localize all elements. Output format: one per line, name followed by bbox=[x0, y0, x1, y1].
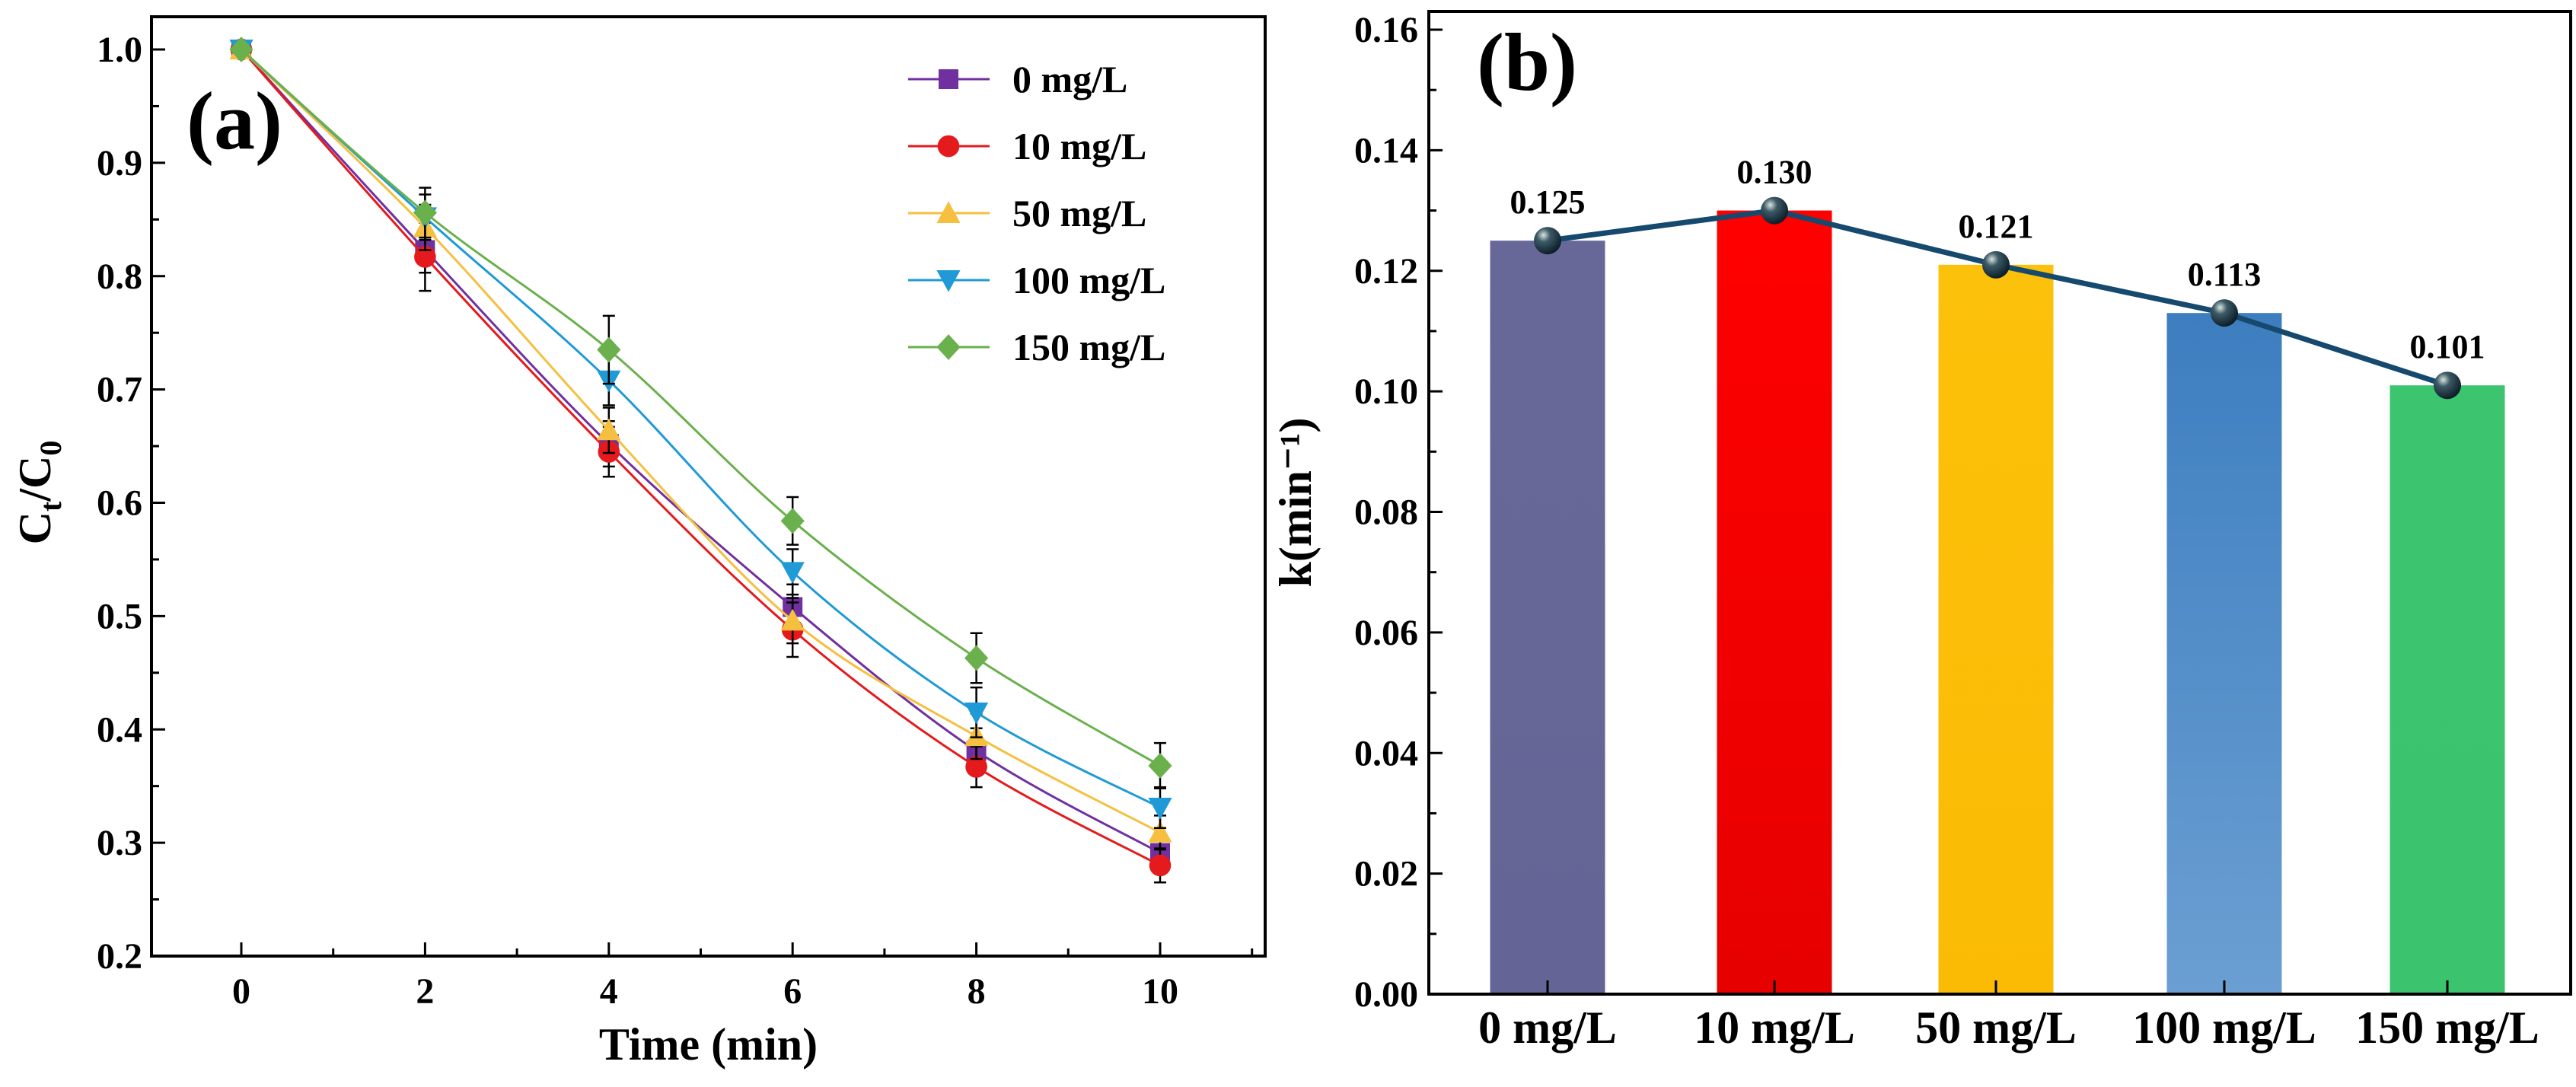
data-label: 0.101 bbox=[2410, 328, 2485, 365]
x-tick-label: 8 bbox=[968, 971, 986, 1012]
triangle-up-marker bbox=[1148, 821, 1172, 843]
data-point bbox=[1982, 250, 2010, 279]
diamond-marker bbox=[936, 334, 961, 360]
diamond-marker bbox=[780, 508, 805, 534]
y-tick-label: 0.06 bbox=[1354, 613, 1418, 653]
x-category-label: 100 mg/L bbox=[2132, 1003, 2316, 1053]
x-tick-label: 0 bbox=[232, 971, 250, 1012]
y-tick-label: 0.16 bbox=[1354, 10, 1418, 50]
y-tick-label: 0.14 bbox=[1354, 130, 1418, 171]
diamond-marker bbox=[229, 37, 253, 62]
legend-item: 0 mg/L bbox=[908, 58, 1127, 100]
y-tick-label: 0.08 bbox=[1354, 492, 1418, 533]
y-tick-label: 0.6 bbox=[97, 483, 142, 524]
legend-label: 10 mg/L bbox=[1012, 125, 1146, 167]
y-tick-label: 0.10 bbox=[1354, 371, 1418, 412]
x-category-label: 0 mg/L bbox=[1478, 1003, 1617, 1053]
data-point bbox=[2434, 371, 2461, 400]
diamond-marker bbox=[964, 645, 989, 671]
data-label: 0.121 bbox=[1959, 208, 2034, 245]
y-tick-label: 0.8 bbox=[97, 257, 142, 297]
legend-item: 50 mg/L bbox=[908, 192, 1146, 234]
triangle-up-marker bbox=[597, 418, 621, 441]
y-axis-title-part: /C bbox=[10, 456, 60, 502]
triangle-down-marker bbox=[936, 270, 961, 292]
x-tick-label: 4 bbox=[600, 971, 618, 1012]
triangle-down-marker bbox=[780, 562, 805, 584]
panel-a-line-chart: Ct/C0 0 2 4 6 8 100.20.30.40.50.60.70.80.91.0… bbox=[10, 15, 1267, 1069]
legend-item: 150 mg/L bbox=[908, 326, 1165, 368]
x-category-label: 150 mg/L bbox=[2355, 1003, 2539, 1053]
data-label: 0.130 bbox=[1737, 154, 1812, 191]
x-tick-label: 2 bbox=[416, 971, 434, 1012]
panel-label: (b) bbox=[1477, 18, 1577, 108]
x-tick-label: 10 bbox=[1142, 971, 1178, 1012]
y-tick-label: 0.02 bbox=[1354, 854, 1418, 894]
y-axis-title-part: 0 bbox=[33, 441, 68, 456]
data-label: 0.125 bbox=[1510, 183, 1586, 221]
legend-item: 10 mg/L bbox=[908, 125, 1146, 167]
x-tick-label: 6 bbox=[783, 971, 802, 1012]
y-tick-label: 0.7 bbox=[97, 370, 142, 410]
bar bbox=[1490, 241, 1605, 994]
data-point bbox=[1534, 227, 1561, 255]
x-category-label: 50 mg/L bbox=[1915, 1003, 2077, 1053]
diamond-marker bbox=[1148, 752, 1172, 779]
legend-label: 50 mg/L bbox=[1012, 192, 1146, 234]
circle-marker bbox=[937, 135, 960, 158]
y-tick-label: 0.2 bbox=[97, 936, 142, 977]
diamond-marker bbox=[597, 336, 621, 363]
y-tick-label: 0.00 bbox=[1354, 974, 1418, 1015]
series-10mgl bbox=[230, 38, 1172, 884]
series-line bbox=[241, 48, 1161, 767]
circle-marker bbox=[1149, 854, 1172, 877]
plot-frame bbox=[150, 15, 1267, 958]
y-axis-title: k(min⁻¹) bbox=[1270, 417, 1321, 587]
series-line bbox=[240, 48, 1161, 809]
bar bbox=[1717, 210, 1832, 994]
y-tick-label: 0.5 bbox=[97, 596, 142, 636]
legend-label: 0 mg/L bbox=[1012, 58, 1127, 100]
plot-frame bbox=[1427, 10, 2572, 996]
y-tick-label: 0.3 bbox=[97, 823, 142, 863]
x-category-label: 10 mg/L bbox=[1694, 1003, 1855, 1053]
y-axis-title: Ct/C0 bbox=[10, 441, 68, 545]
bar bbox=[2166, 313, 2282, 994]
y-tick-label: 1.0 bbox=[97, 30, 142, 70]
triangle-up-marker bbox=[936, 201, 961, 223]
panel-b-bar-chart: 0.00 0.02 0.04 0.06 0.08 0.10 0.12 0.14 0.16 0 mg… bbox=[1270, 10, 2572, 1053]
series-line bbox=[240, 48, 1161, 854]
series-150mgl bbox=[229, 37, 1172, 789]
panel-label: (a) bbox=[187, 76, 282, 167]
data-label: 0.113 bbox=[2188, 256, 2262, 293]
bar bbox=[1938, 264, 2054, 994]
y-tick-label: 0.04 bbox=[1354, 733, 1418, 773]
legend-label: 150 mg/L bbox=[1012, 326, 1165, 368]
diamond-marker bbox=[413, 199, 437, 226]
y-axis-title-part: C bbox=[10, 512, 60, 544]
y-axis-title-part: t bbox=[33, 501, 68, 512]
triangle-down-marker bbox=[964, 702, 989, 725]
triangle-down-marker bbox=[1148, 797, 1172, 820]
circle-marker bbox=[965, 756, 987, 778]
square-marker bbox=[939, 69, 958, 89]
data-point bbox=[2211, 299, 2238, 327]
series-line bbox=[240, 48, 1161, 834]
y-tick-label: 0.12 bbox=[1354, 251, 1418, 292]
legend-item: 100 mg/L bbox=[908, 259, 1165, 301]
bar bbox=[2389, 385, 2505, 994]
y-tick-label: 0.4 bbox=[97, 709, 142, 750]
x-axis-title: Time (min) bbox=[599, 1019, 818, 1069]
legend-label: 100 mg/L bbox=[1012, 259, 1165, 301]
data-point bbox=[1761, 196, 1788, 225]
series-line bbox=[240, 49, 1161, 867]
circle-marker bbox=[414, 246, 436, 268]
triangle-up-marker bbox=[780, 608, 805, 631]
y-tick-label: 0.9 bbox=[97, 143, 142, 183]
